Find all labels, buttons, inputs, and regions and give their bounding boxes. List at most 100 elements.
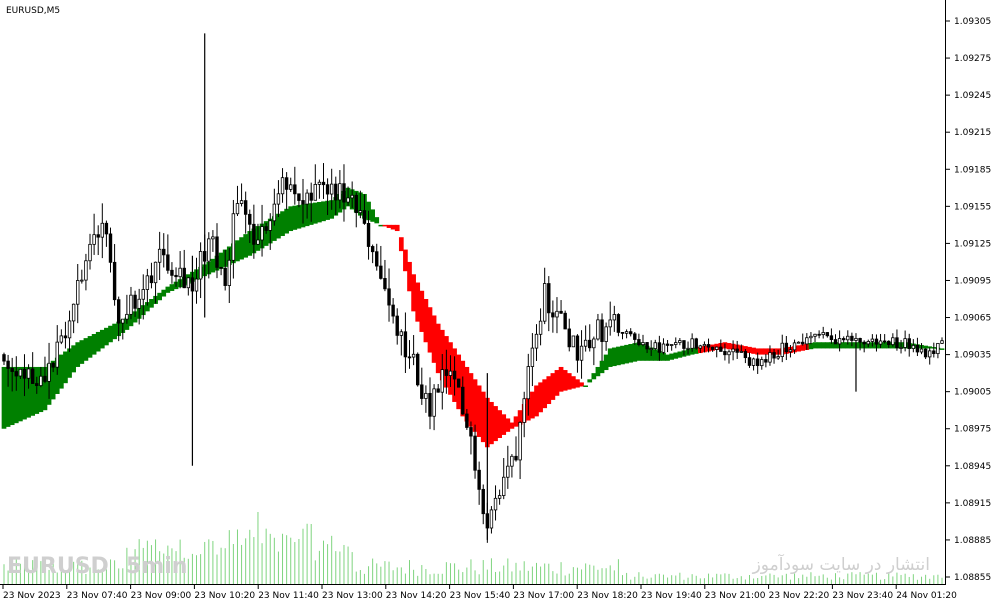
- candle-body: [567, 328, 571, 348]
- band-segment: [603, 354, 609, 371]
- candle-body: [280, 177, 285, 195]
- candle-body: [645, 342, 649, 350]
- band-segment: [67, 348, 72, 378]
- band-segment: [18, 366, 23, 422]
- candle-body: [829, 335, 834, 340]
- candle-body: [706, 344, 711, 348]
- time-tick-label: 23 Nov 2023: [3, 591, 61, 601]
- candle-body: [911, 344, 916, 349]
- candle-body: [727, 351, 731, 356]
- band-segment: [808, 343, 814, 350]
- candle-body: [755, 358, 760, 367]
- band-segment: [145, 302, 150, 312]
- candle-body: [170, 269, 174, 276]
- candle-body: [358, 210, 363, 214]
- candle-body: [350, 194, 354, 199]
- candle-body: [284, 177, 289, 190]
- band-segment: [218, 252, 224, 269]
- time-tick-label: 23 Nov 22:20: [769, 591, 830, 601]
- candle-body: [100, 222, 105, 238]
- candle-body: [133, 294, 137, 309]
- band-segment: [493, 406, 498, 442]
- candle-body: [59, 335, 64, 343]
- candle-body: [469, 427, 473, 437]
- band-segment: [161, 289, 167, 297]
- candle-body: [104, 222, 109, 235]
- candle-body: [899, 347, 903, 349]
- band-segment: [235, 240, 240, 262]
- candle-body: [882, 340, 887, 343]
- candle-body: [796, 341, 801, 344]
- candle-body: [502, 476, 506, 496]
- candle-body: [497, 495, 502, 499]
- candle-body: [149, 275, 154, 284]
- time-tick-label: 23 Nov 10:20: [194, 591, 255, 601]
- candle-body: [26, 368, 31, 379]
- candle-body: [801, 341, 805, 345]
- candle-body: [321, 181, 326, 186]
- band-segment: [112, 323, 117, 340]
- band-segment: [403, 249, 408, 272]
- candle-body: [112, 261, 117, 301]
- candle-body: [231, 213, 236, 261]
- band-segment: [497, 410, 502, 438]
- band-segment: [566, 373, 572, 390]
- time-tick-label: 23 Nov 09:00: [131, 591, 192, 601]
- band-segment: [9, 366, 15, 426]
- band-segment: [63, 351, 68, 384]
- band-segment: [398, 237, 404, 252]
- band-segment: [677, 351, 683, 358]
- band-segment: [386, 224, 392, 228]
- candle-body: [35, 383, 39, 386]
- band-segment: [239, 237, 244, 260]
- candle-body: [739, 351, 743, 353]
- candle-body: [637, 339, 641, 346]
- band-segment: [562, 370, 568, 391]
- candle-body: [891, 337, 895, 345]
- candle-body: [551, 312, 555, 318]
- candle-body: [317, 181, 322, 185]
- band-segment: [747, 346, 752, 354]
- band-segment: [26, 366, 31, 418]
- candle-body: [223, 267, 227, 286]
- band-segment: [542, 379, 548, 409]
- candle-body: [751, 358, 756, 366]
- candle-body: [329, 183, 334, 195]
- candle-body: [915, 344, 920, 353]
- candle-body: [907, 338, 911, 349]
- candle-body: [641, 342, 645, 346]
- candle-body: [186, 277, 191, 289]
- candle-body: [846, 335, 850, 341]
- band-segment: [693, 347, 699, 354]
- candle-body: [51, 362, 55, 368]
- candle-body: [391, 304, 395, 317]
- candle-body: [420, 384, 424, 399]
- candle-body: [248, 213, 252, 225]
- candle-body: [424, 392, 428, 399]
- candle-body: [178, 267, 182, 278]
- band-segment: [824, 342, 830, 349]
- time-tick-label: 23 Nov 18:20: [577, 591, 638, 601]
- candle-body: [764, 359, 768, 363]
- candle-body: [2, 354, 6, 362]
- band-segment: [505, 418, 511, 432]
- band-segment: [816, 342, 822, 349]
- candle-body: [22, 368, 27, 379]
- candle-body: [416, 353, 420, 386]
- candle-body: [440, 369, 444, 393]
- candle-body: [63, 335, 68, 339]
- candle-body: [592, 338, 596, 349]
- candle-body: [71, 303, 76, 322]
- band-segment: [75, 342, 81, 367]
- candle-body: [481, 488, 485, 515]
- band-segment: [624, 344, 629, 364]
- candle-body: [18, 368, 23, 377]
- band-segment: [87, 336, 93, 358]
- candle-body: [854, 337, 858, 341]
- candle-body: [776, 356, 780, 359]
- band-segment: [845, 342, 851, 349]
- band-segment: [42, 366, 48, 411]
- candle-body: [30, 368, 35, 384]
- candle-body: [276, 193, 281, 205]
